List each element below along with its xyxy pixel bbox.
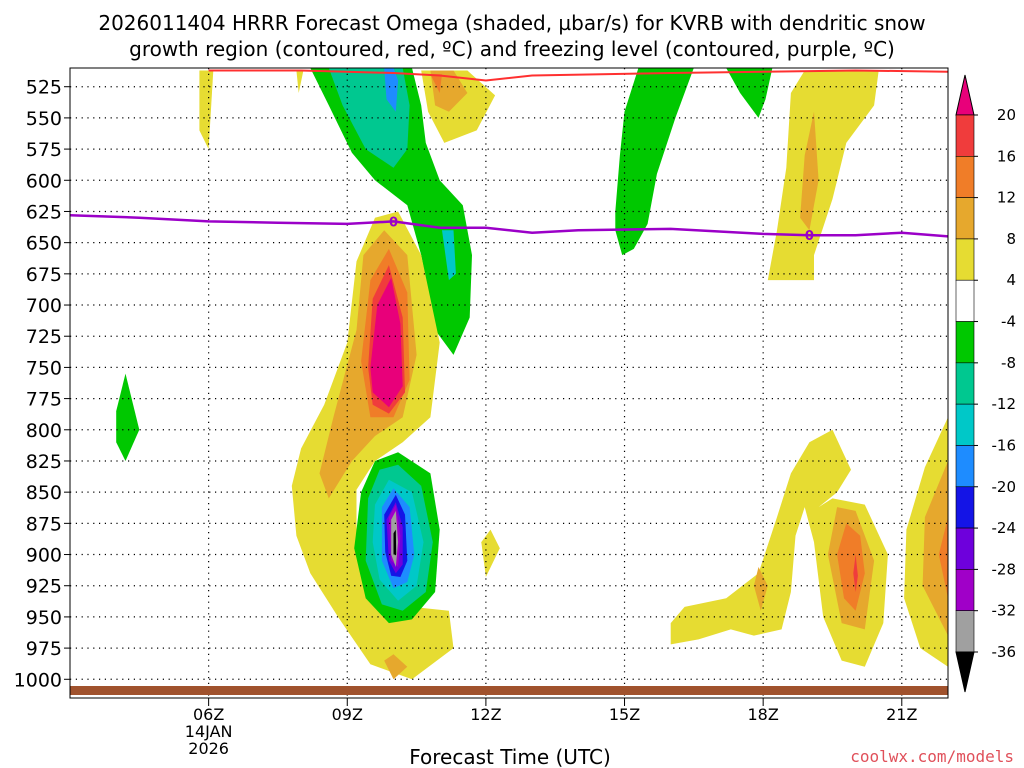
y-tick-label: 525: [26, 77, 62, 99]
y-tick-label: 900: [26, 545, 62, 567]
y-tick-label: 600: [26, 170, 62, 192]
colorbar-label: 16: [997, 147, 1016, 165]
shade-yellow-s-1900: [670, 429, 888, 667]
colorbar-label: 4: [1006, 271, 1016, 289]
shade-orange-edge-2200: [922, 461, 948, 636]
shade-yellow-blob-0600: [199, 70, 214, 150]
y-tick-label: 925: [26, 576, 62, 598]
y-tick-label: 550: [26, 108, 62, 130]
y-tick-label: 775: [26, 389, 62, 411]
chart-title-line-2: growth region (contoured, red, ºC) and f…: [129, 37, 895, 61]
pressure-axis: 525 550 575 600 625 650 675 700 725 750 775 800 825 8…: [14, 77, 70, 691]
contour-lines: 00: [69, 69, 949, 244]
freezing-level-contour: [69, 213, 949, 238]
colorbar-swatch: [955, 321, 975, 364]
colorbar-top-arrow: [955, 74, 975, 116]
colorbar-swatch: [955, 238, 975, 281]
chart-title-line-1: 2026011404 HRRR Forecast Omega (shaded, …: [98, 11, 925, 35]
colorbar-swatch: [955, 403, 975, 446]
shade-green-blob-0445: [116, 373, 140, 461]
y-tick-label: 825: [26, 451, 62, 473]
colorbar-swatch: [955, 527, 975, 570]
colorbar-label: 12: [997, 189, 1016, 207]
y-tick-label: 975: [26, 638, 62, 660]
colorbar-label: -32: [992, 602, 1017, 620]
dotted-gridlines: [70, 68, 948, 698]
y-tick-label: 1000: [14, 669, 62, 691]
shade-yellow-bottom-1000: [384, 654, 408, 680]
y-tick-label: 650: [26, 233, 62, 255]
shade-yellow-band-1830: [767, 70, 879, 281]
y-tick-label: 575: [26, 139, 62, 161]
omega-shading: [116, 68, 948, 680]
colorbar-label: 20: [997, 106, 1016, 124]
shade-green-tongue-0930: [310, 68, 472, 355]
shade-orange-band-1900: [800, 111, 819, 231]
freezing-level-label: 0: [389, 215, 398, 230]
x-date-line-1: 14JAN: [185, 722, 233, 741]
shade-orange-top-1120: [430, 74, 442, 93]
plot-area: 00: [69, 67, 949, 699]
freezing-level-label: 0: [805, 229, 814, 244]
shade-yellow-blob-0800: [296, 70, 304, 93]
x-date-line-2: 2026: [188, 739, 229, 758]
colorbar-swatch: [955, 610, 975, 653]
y-tick-label: 625: [26, 201, 62, 223]
x-tick-label: 15Z: [609, 705, 640, 724]
colorbar-label: -8: [1001, 354, 1016, 372]
y-tick-label: 875: [26, 513, 62, 535]
y-tick-label: 850: [26, 482, 62, 504]
watermark: coolwx.com/models: [850, 747, 1014, 766]
colorbar-swatch: [955, 362, 975, 405]
shade-black-core-1000: [393, 529, 397, 555]
colorbar-label: -36: [992, 643, 1017, 661]
colorbar-bottom-arrow: [955, 651, 975, 693]
shade-yellow-small-1200: [481, 529, 500, 577]
colorbar-label: -20: [992, 478, 1017, 496]
shade-cyan-tongue-1100: [442, 230, 456, 281]
shade-orange-blob-2010: [837, 523, 865, 611]
x-tick-label: 09Z: [332, 705, 363, 724]
y-tick-label: 750: [26, 357, 62, 379]
x-tick-label: 18Z: [747, 705, 778, 724]
colorbar-swatch: [955, 156, 975, 198]
colorbar-label: -28: [992, 560, 1017, 578]
shade-blue-core-1000: [384, 68, 399, 112]
y-tick-label: 700: [26, 295, 62, 317]
colorbar-label: -24: [992, 519, 1017, 537]
colorbar-label: 8: [1006, 230, 1016, 248]
y-tick-label: 800: [26, 420, 62, 442]
shade-red-blob-2000: [853, 554, 858, 592]
x-tick-label: 06Z: [193, 705, 224, 724]
y-tick-label: 950: [26, 607, 62, 629]
colorbar-swatch: [955, 197, 975, 240]
colorbar-swatch: [955, 114, 975, 157]
plot-frame: [69, 67, 949, 699]
shade-green-band-1700: [726, 68, 773, 118]
y-tick-label: 675: [26, 264, 62, 286]
shade-orange-small-1800: [753, 567, 768, 611]
dgz-contour: [208, 69, 949, 82]
colorbar-swatch: [955, 279, 975, 322]
colorbar: 20 16 12 8 4 -4 -8 -12 -16 -20 -24 -28 -32 -36: [955, 74, 1017, 693]
ground-band: [70, 686, 948, 695]
colorbar-label: -4: [1001, 313, 1016, 331]
colorbar-swatch: [955, 445, 975, 488]
y-tick-label: 725: [26, 326, 62, 348]
shade-green-band-1530: [615, 68, 694, 256]
colorbar-label: -16: [992, 436, 1017, 454]
x-tick-label: 12Z: [470, 705, 501, 724]
x-tick-label: 21Z: [886, 705, 917, 724]
shade-orange-edge-2210: [938, 517, 948, 599]
colorbar-swatch: [955, 486, 975, 529]
colorbar-swatch: [955, 569, 975, 611]
x-axis-title: Forecast Time (UTC): [409, 745, 611, 768]
colorbar-label: -12: [992, 395, 1017, 413]
shade-magenta-main-1000: [370, 277, 403, 408]
